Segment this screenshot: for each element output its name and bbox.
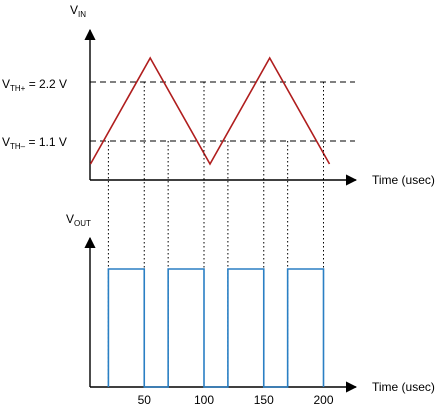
projection-lines: [107, 82, 324, 387]
vout-x-axis-label: Time (usec): [372, 380, 435, 394]
vin-axis-label: VIN: [70, 3, 86, 19]
x-tick-label: 200: [313, 393, 333, 407]
x-tick-label: 150: [254, 393, 274, 407]
lower-threshold-label: VTH– = 1.1 V: [2, 135, 67, 151]
x-tick-label: 100: [194, 393, 214, 407]
x-tick-labels: 50 100 150 200: [138, 393, 334, 407]
x-tick-label: 50: [138, 393, 152, 407]
vin-x-axis-label: Time (usec): [372, 173, 435, 187]
vin-triangle-wave: [89, 56, 331, 166]
upper-threshold-label: VTH+ = 2.2 V: [2, 77, 67, 93]
vout-axis-label: VOUT: [66, 212, 91, 228]
vout-pulse-wave: [107, 268, 325, 388]
